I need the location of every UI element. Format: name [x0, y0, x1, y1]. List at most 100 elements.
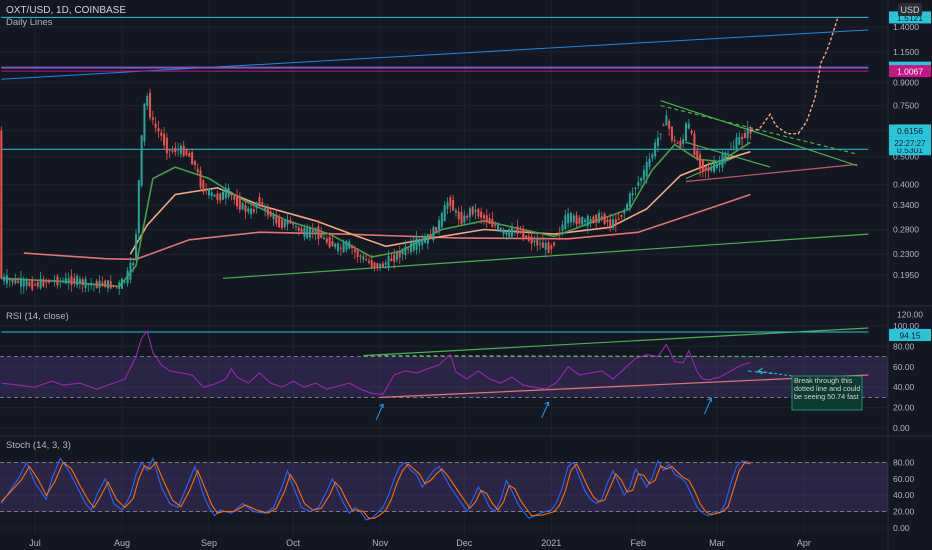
- candle-body: [502, 229, 505, 235]
- candle-body: [491, 219, 494, 227]
- candle-body: [435, 226, 438, 233]
- candle-body: [222, 191, 225, 200]
- candle-body: [81, 279, 84, 286]
- candle-body: [519, 230, 522, 234]
- osc-tick: 20.00: [893, 403, 915, 413]
- candle-body: [513, 230, 516, 232]
- rsi-tag: 120.00: [897, 310, 923, 320]
- candle-body: [264, 206, 267, 210]
- candle-body: [238, 198, 241, 210]
- candle-body: [48, 279, 51, 283]
- candle-body: [452, 199, 455, 211]
- candle-body: [118, 282, 121, 289]
- candle-body: [14, 278, 17, 284]
- candle-body: [707, 167, 710, 171]
- price-trendline: [660, 100, 858, 167]
- oscillator-lines: [0, 329, 751, 521]
- price-tag: 1.5121: [897, 13, 923, 23]
- price-tag: 0.6156: [897, 126, 923, 136]
- up-arrowhead: [707, 397, 712, 402]
- candle-body: [56, 276, 59, 286]
- candle-body: [533, 240, 536, 243]
- candle-body: [106, 280, 109, 289]
- candle-body: [741, 136, 744, 140]
- candle-body: [381, 263, 384, 267]
- candle-body: [244, 205, 247, 212]
- osc-tick: 0.00: [893, 423, 910, 433]
- candle-body: [637, 181, 640, 186]
- candle-body: [499, 228, 502, 232]
- candle-body: [642, 170, 645, 180]
- candle-body: [704, 166, 707, 171]
- osc-tick: 40.00: [893, 490, 915, 500]
- price-candles: [0, 88, 752, 296]
- candle-body: [67, 278, 70, 284]
- candle-body: [356, 250, 359, 257]
- candle-body: [592, 216, 595, 223]
- candle-body: [140, 135, 143, 186]
- candle-body: [395, 252, 398, 260]
- candle-body: [126, 270, 129, 284]
- candle-body: [205, 189, 208, 191]
- candle-body: [606, 219, 609, 223]
- candle-body: [323, 237, 326, 240]
- candle-body: [337, 243, 340, 251]
- candle-body: [95, 280, 98, 289]
- rsi-trendline: [363, 327, 869, 357]
- rsi-trendline: [363, 355, 771, 358]
- candle-body: [424, 239, 427, 243]
- candle-body: [659, 133, 662, 135]
- candle-body: [485, 215, 488, 223]
- candle-body: [696, 150, 699, 159]
- candle-body: [569, 213, 572, 223]
- candle-body: [612, 219, 615, 229]
- candle-body: [5, 275, 8, 284]
- price-tag: 1.0067: [897, 67, 923, 77]
- candle-body: [199, 170, 202, 188]
- candle-body: [353, 249, 356, 253]
- candle-body: [550, 245, 553, 250]
- currency-badge[interactable]: [898, 3, 922, 16]
- candle-body: [623, 210, 626, 214]
- candle-body: [567, 213, 570, 224]
- candle-body: [163, 133, 166, 146]
- candle-body: [73, 277, 76, 283]
- osc-tick: 80.00: [893, 457, 915, 467]
- candle-body: [561, 224, 564, 231]
- price-tick: 0.1950: [893, 270, 919, 280]
- annotation-text: Break through this dotted line and could…: [794, 377, 861, 401]
- candle-body: [536, 239, 539, 246]
- moving-average-line: [129, 150, 751, 255]
- candle-body: [684, 123, 687, 142]
- candle-body: [25, 280, 28, 287]
- candle-body: [286, 219, 289, 225]
- candle-body: [617, 218, 620, 220]
- candle-body: [390, 258, 393, 261]
- price-tag-bg: [889, 65, 931, 78]
- candle-body: [64, 278, 67, 284]
- candle-body: [738, 136, 741, 145]
- candle-body: [412, 240, 415, 251]
- candle-body: [578, 217, 581, 224]
- candle-body: [224, 188, 227, 199]
- osc-tick: 20.00: [893, 507, 915, 517]
- candle-body: [87, 283, 90, 285]
- candle-body: [367, 260, 370, 263]
- symbol-title: OXT/USD, 1D, COINBASE: [6, 5, 126, 16]
- candle-body: [687, 123, 690, 129]
- candle-body: [387, 255, 390, 268]
- candle-body: [718, 162, 721, 165]
- candle-body: [522, 228, 525, 240]
- candle-body: [572, 215, 575, 223]
- up-arrowhead: [544, 401, 550, 406]
- candle-body: [314, 227, 317, 234]
- candle-body: [508, 229, 511, 237]
- candle-body: [359, 255, 362, 257]
- candle-body: [348, 241, 351, 249]
- annotation-box: [791, 375, 863, 411]
- moving-average-line: [1, 141, 751, 288]
- candle-body: [177, 149, 180, 151]
- candle-body: [171, 150, 174, 152]
- candle-body: [564, 215, 567, 230]
